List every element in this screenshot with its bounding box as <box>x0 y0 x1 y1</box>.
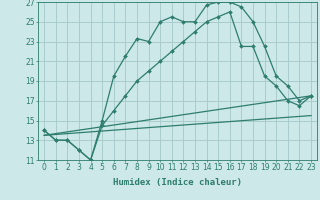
X-axis label: Humidex (Indice chaleur): Humidex (Indice chaleur) <box>113 178 242 187</box>
